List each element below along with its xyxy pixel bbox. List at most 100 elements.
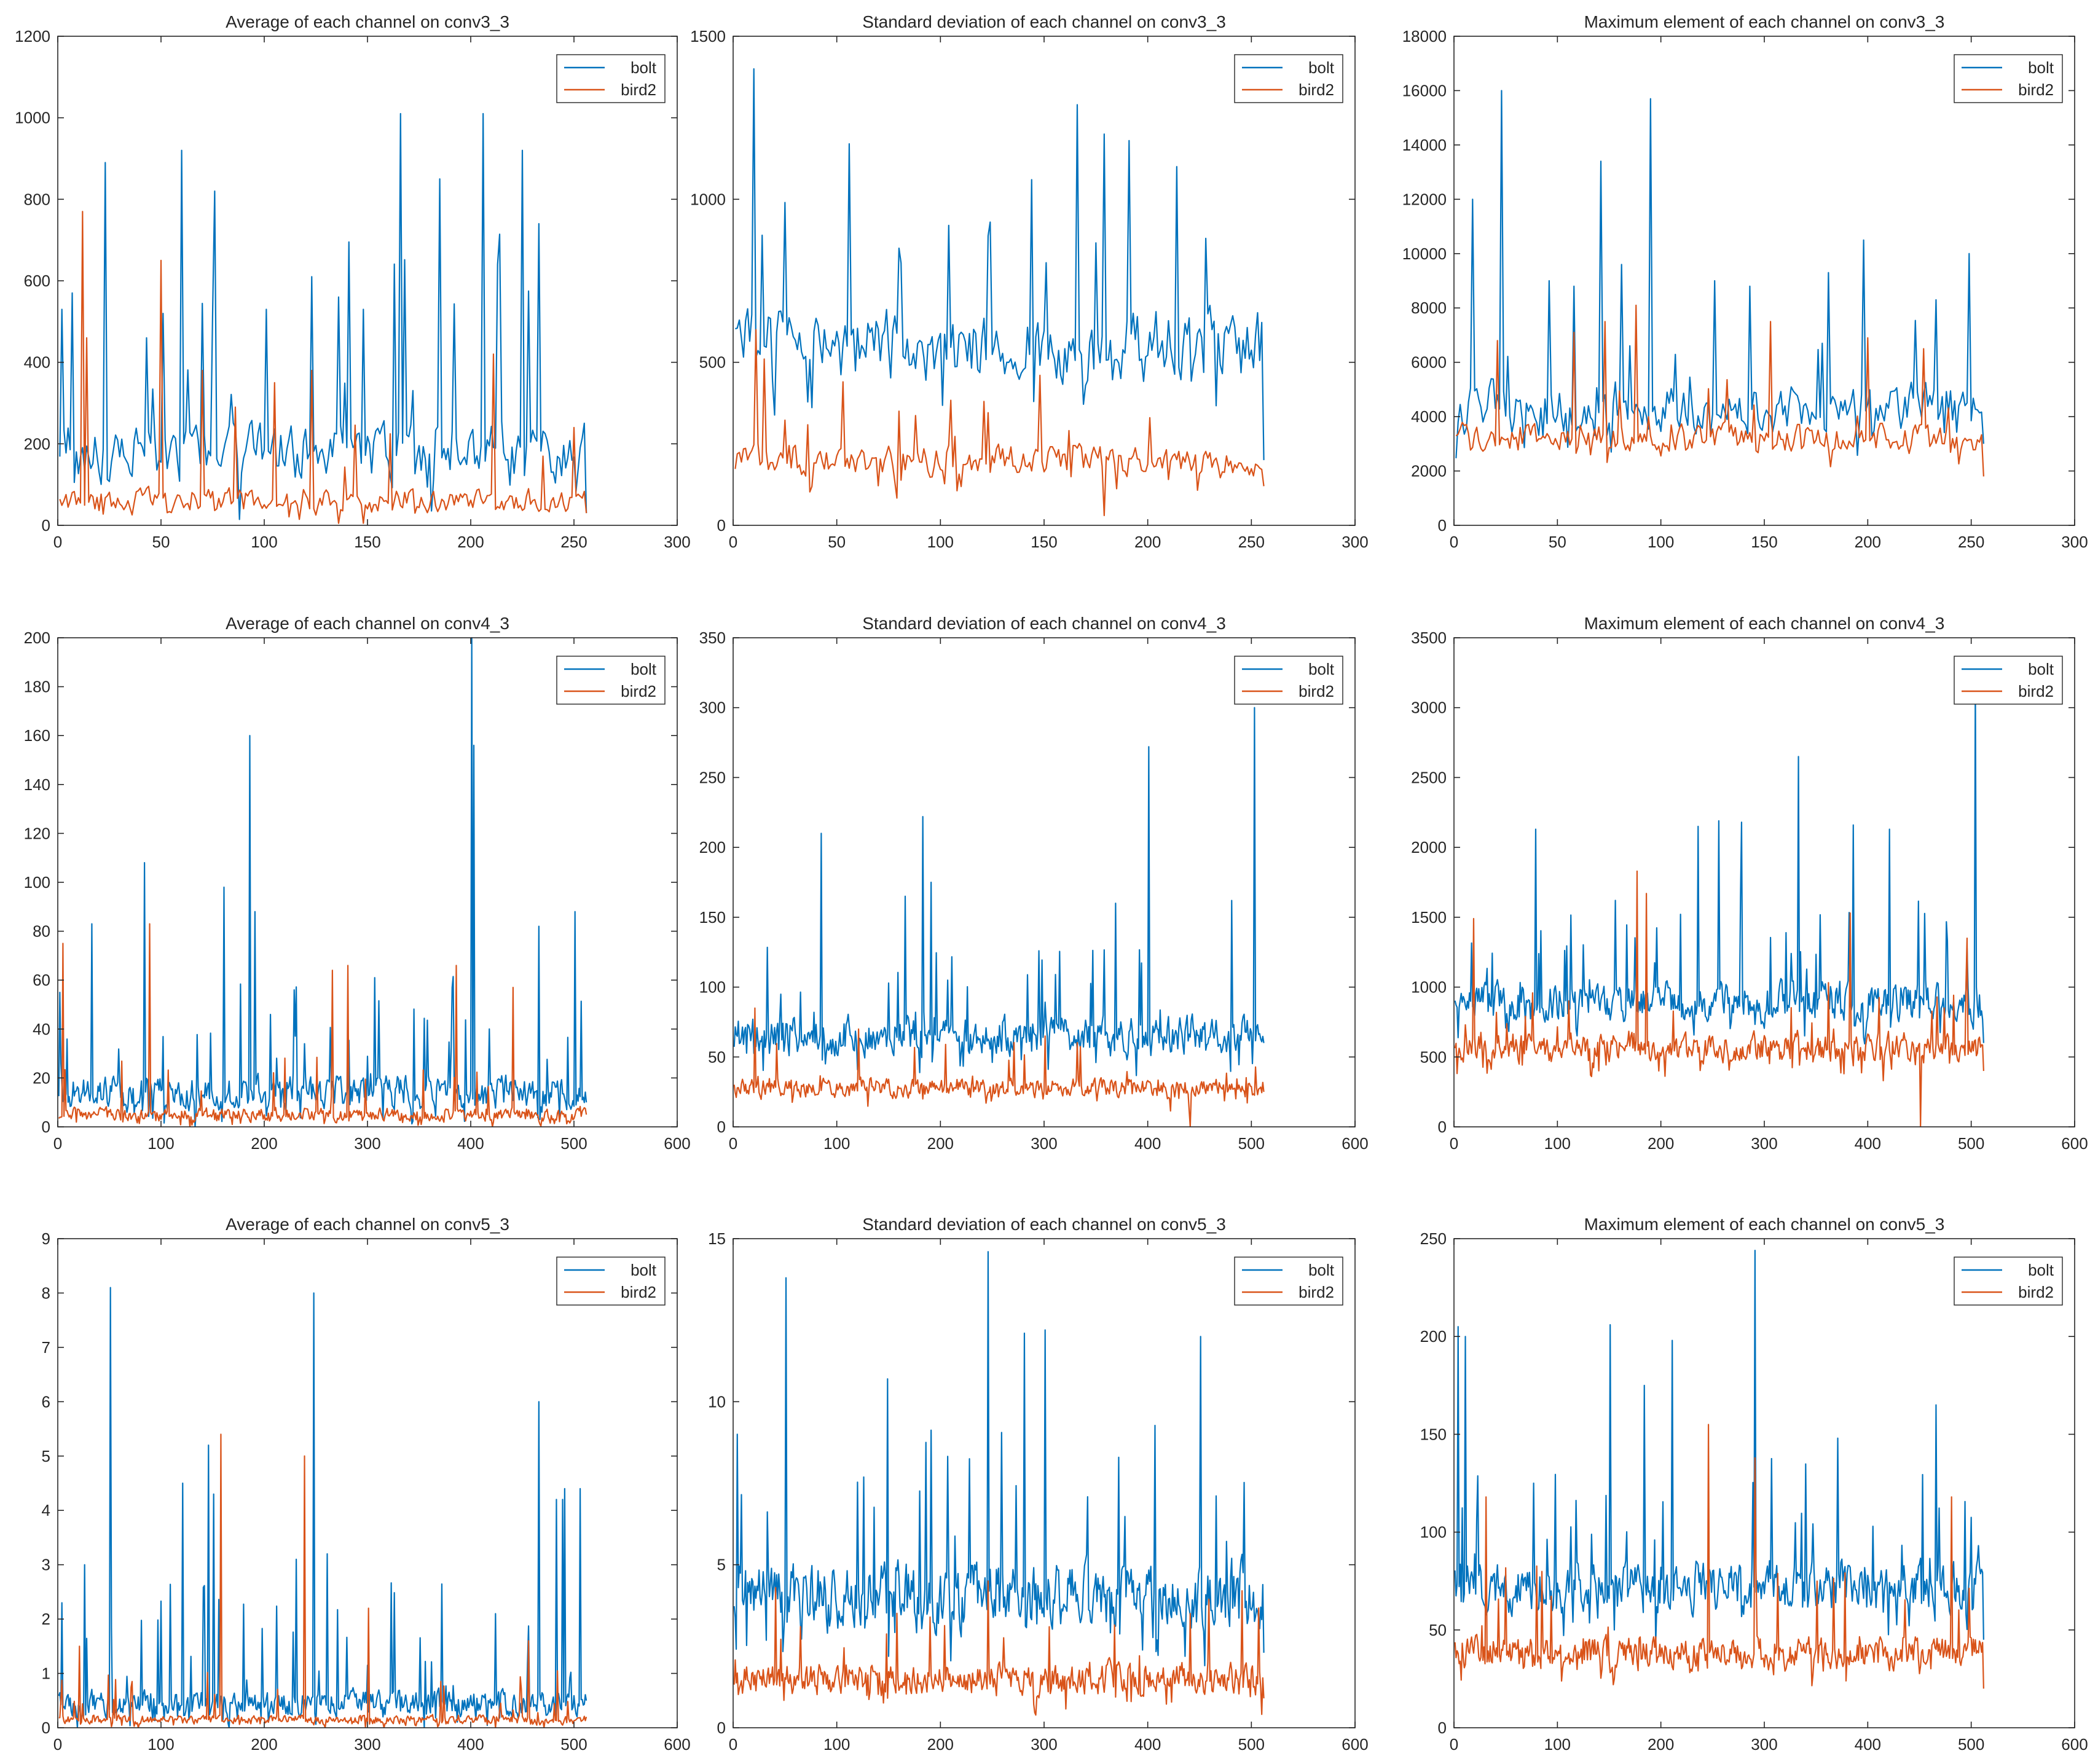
legend-box	[1234, 656, 1343, 705]
y-tick-label: 50	[1429, 1621, 1447, 1639]
series-line-bolt	[1454, 681, 1984, 1045]
x-tick-label: 150	[1751, 533, 1777, 551]
x-tick-label: 50	[152, 533, 170, 551]
y-tick-label: 400	[24, 353, 50, 372]
y-tick-label: 120	[24, 824, 50, 842]
legend-label-bolt: bolt	[631, 660, 657, 678]
series-line-bolt	[1455, 90, 1984, 458]
x-tick-label: 300	[2061, 533, 2088, 551]
y-tick-label: 10	[708, 1392, 726, 1411]
y-tick-label: 0	[42, 1118, 50, 1136]
x-tick-label: 400	[457, 1735, 484, 1754]
series-line-bolt	[58, 1287, 587, 1728]
legend-label-bird2: bird2	[2018, 80, 2054, 99]
legend-box	[1954, 656, 2063, 705]
y-tick-label: 1000	[690, 190, 726, 208]
x-tick-label: 250	[1958, 533, 1984, 551]
x-tick-label: 600	[2061, 1735, 2088, 1754]
chart-5: Standard deviation of each channel on co…	[699, 614, 1369, 1153]
chart-2: Standard deviation of each channel on co…	[690, 12, 1369, 551]
x-tick-label: 400	[1855, 1735, 1881, 1754]
chart-title: Average of each channel on conv3_3	[226, 12, 509, 31]
y-tick-label: 10000	[1402, 245, 1447, 263]
y-tick-label: 1	[42, 1664, 50, 1683]
y-tick-label: 18000	[1402, 27, 1447, 45]
x-tick-label: 400	[1134, 1735, 1161, 1754]
x-tick-label: 100	[823, 1134, 850, 1153]
x-tick-label: 150	[354, 533, 380, 551]
y-tick-label: 800	[24, 190, 50, 208]
series-line-bird2	[59, 211, 587, 524]
x-tick-label: 200	[1648, 1735, 1674, 1754]
series-line-bolt	[58, 637, 587, 1127]
y-tick-label: 8000	[1411, 299, 1447, 317]
chart-6: Maximum element of each channel on conv4…	[1411, 614, 2088, 1153]
x-tick-label: 100	[147, 1735, 174, 1754]
series-line-bird2	[58, 923, 587, 1127]
y-tick-label: 0	[1438, 1118, 1447, 1136]
y-tick-label: 0	[42, 516, 50, 535]
legend: bolt bird2	[1234, 54, 1343, 103]
y-tick-label: 4	[42, 1501, 50, 1519]
x-tick-label: 0	[1450, 1735, 1458, 1754]
x-tick-label: 0	[1450, 1134, 1458, 1153]
y-tick-label: 200	[24, 629, 50, 647]
x-tick-label: 500	[1958, 1735, 1984, 1754]
legend-box	[556, 1256, 666, 1306]
legend-box	[1954, 54, 2063, 103]
y-tick-label: 200	[1420, 1327, 1447, 1346]
legend: bolt bird2	[556, 1256, 666, 1306]
chart-title: Maximum element of each channel on conv5…	[1584, 1215, 1945, 1234]
y-tick-label: 1500	[690, 27, 726, 45]
y-tick-label: 100	[24, 873, 50, 892]
legend: bolt bird2	[1954, 1256, 2063, 1306]
x-tick-label: 200	[927, 1134, 954, 1153]
series-line-bird2	[1455, 304, 1984, 477]
y-tick-label: 40	[33, 1020, 50, 1038]
x-tick-label: 300	[1751, 1134, 1777, 1153]
y-tick-label: 250	[699, 768, 726, 786]
chart-title: Maximum element of each channel on conv3…	[1584, 12, 1945, 31]
x-tick-label: 100	[1544, 1735, 1571, 1754]
x-tick-label: 0	[1450, 533, 1458, 551]
legend-box	[556, 656, 666, 705]
legend-label-bolt: bolt	[2028, 1261, 2054, 1279]
y-tick-label: 500	[1420, 1048, 1447, 1066]
x-tick-label: 100	[823, 1735, 850, 1754]
y-tick-label: 3500	[1411, 629, 1447, 647]
y-tick-label: 500	[699, 353, 726, 372]
x-tick-label: 0	[53, 533, 62, 551]
x-tick-label: 600	[1342, 1735, 1368, 1754]
x-tick-label: 0	[53, 1735, 62, 1754]
series-line-bolt	[1454, 1250, 1984, 1645]
y-tick-label: 2000	[1411, 462, 1447, 480]
x-tick-label: 200	[457, 533, 484, 551]
x-tick-label: 500	[1958, 1134, 1984, 1153]
y-tick-label: 6	[42, 1392, 50, 1411]
y-tick-label: 2500	[1411, 768, 1447, 786]
x-tick-label: 50	[1549, 533, 1566, 551]
legend-box	[1234, 54, 1343, 103]
legend-label-bolt: bolt	[2028, 660, 2054, 678]
chart-8: Standard deviation of each channel on co…	[708, 1215, 1369, 1754]
chart-title: Standard deviation of each channel on co…	[862, 1215, 1226, 1234]
x-tick-label: 0	[53, 1134, 62, 1153]
legend: bolt bird2	[556, 656, 666, 705]
legend-label-bird2: bird2	[2018, 682, 2054, 700]
legend: bolt bird2	[1234, 1256, 1343, 1306]
x-tick-label: 400	[457, 1134, 484, 1153]
x-tick-label: 250	[1238, 533, 1265, 551]
y-tick-label: 0	[1438, 516, 1447, 535]
x-tick-label: 200	[251, 1134, 277, 1153]
x-tick-label: 300	[664, 533, 690, 551]
y-tick-label: 150	[1420, 1425, 1447, 1443]
y-tick-label: 140	[24, 775, 50, 794]
series-line-bolt	[735, 68, 1265, 460]
x-tick-label: 100	[1648, 533, 1674, 551]
y-tick-label: 2	[42, 1610, 50, 1628]
x-tick-label: 100	[1544, 1134, 1571, 1153]
legend-label-bird2: bird2	[1298, 1283, 1334, 1301]
legend-box	[1954, 1256, 2063, 1306]
legend-label-bird2: bird2	[1298, 682, 1334, 700]
x-tick-label: 300	[1031, 1134, 1057, 1153]
